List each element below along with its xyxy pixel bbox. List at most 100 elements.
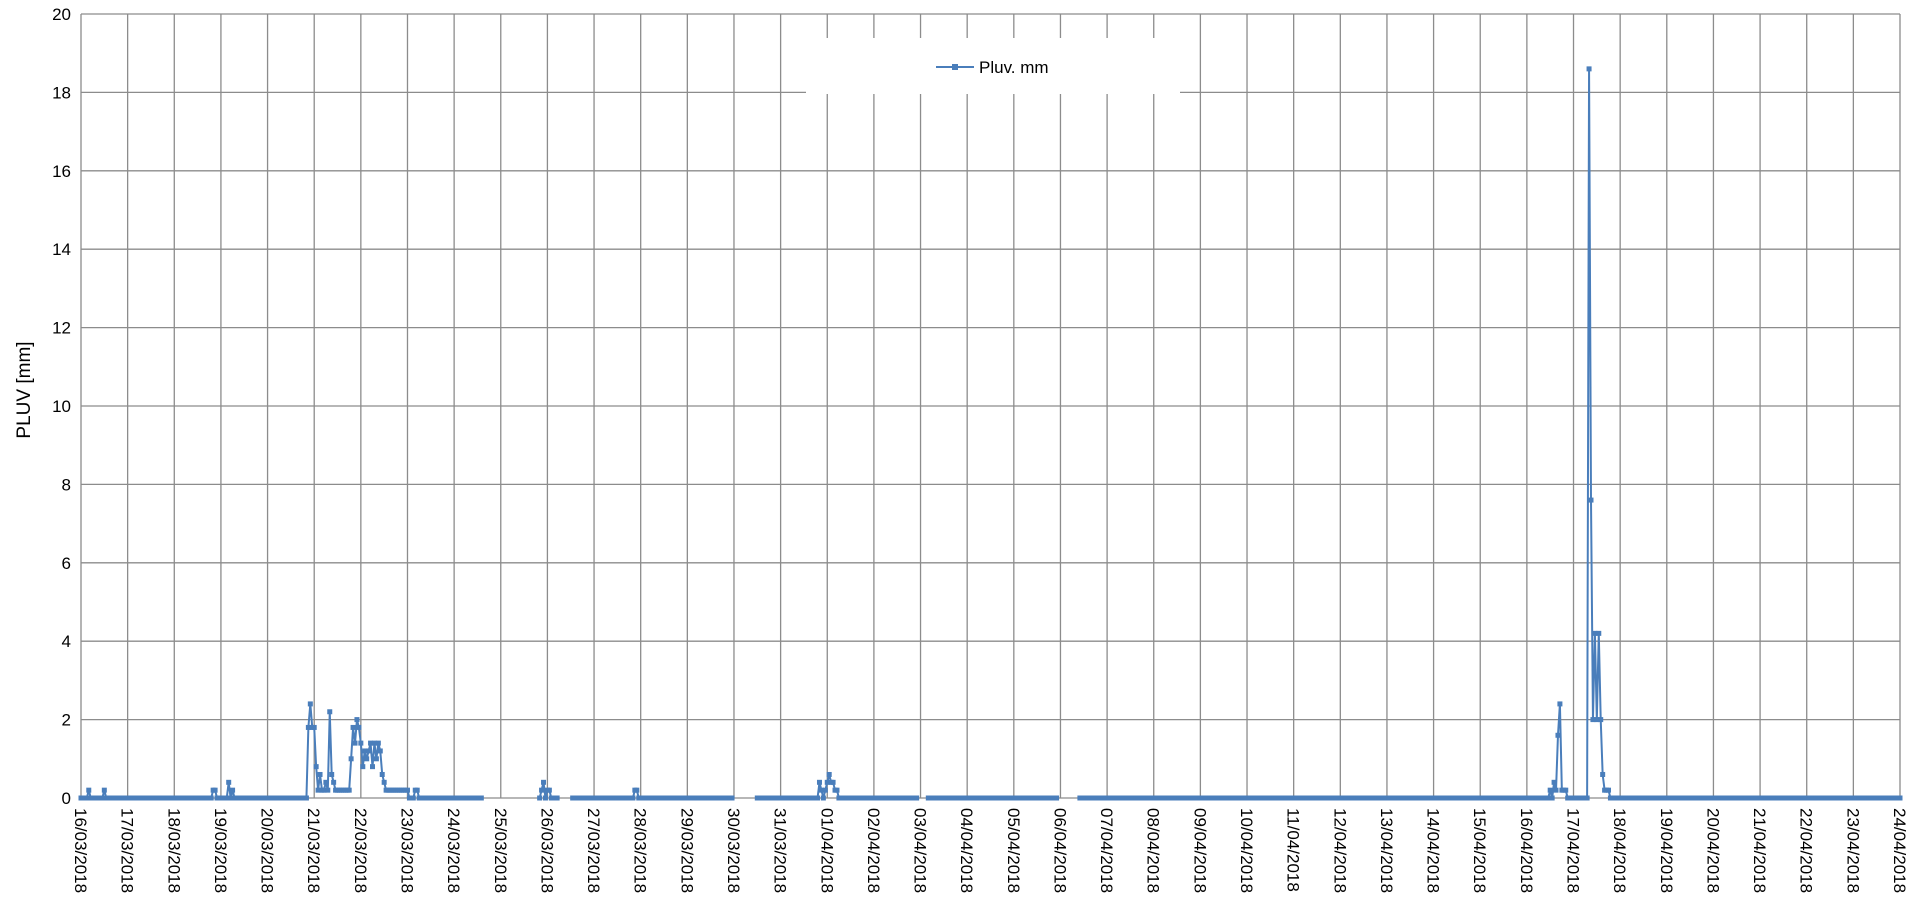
x-tick-22: 07/04/2018	[1097, 808, 1116, 893]
data-point-248	[630, 795, 636, 801]
data-point-331	[815, 795, 821, 801]
data-point-216	[554, 795, 560, 801]
y-tick-14: 14	[52, 240, 71, 259]
data-point-150	[370, 764, 376, 770]
x-tick-6: 22/03/2018	[351, 808, 370, 893]
data-point-341	[834, 787, 840, 793]
x-tick-0: 16/03/2018	[71, 808, 90, 893]
data-point-715	[1592, 630, 1598, 636]
x-tick-14: 30/03/2018	[724, 808, 743, 893]
data-point-153	[375, 740, 381, 746]
data-point-713	[1588, 497, 1594, 503]
data-point-77	[228, 795, 234, 801]
data-point-692	[1547, 787, 1553, 793]
series-pluv	[78, 66, 1903, 801]
y-tick-18: 18	[52, 83, 71, 102]
y-tick-6: 6	[62, 554, 71, 573]
data-point-250	[634, 787, 640, 793]
y-axis-tick-labels: 0 2 4 6 8 10 12 14 16 18 20	[52, 5, 71, 808]
x-tick-37: 22/04/2018	[1797, 808, 1816, 893]
data-point-335	[822, 787, 828, 793]
data-point-696	[1555, 732, 1561, 738]
data-point-716	[1594, 717, 1600, 723]
data-point-339	[830, 779, 836, 785]
x-tick-29: 14/04/2018	[1424, 808, 1443, 893]
data-point-118	[307, 701, 313, 707]
y-axis-label: PLUV [mm]	[14, 341, 35, 438]
data-point-149	[368, 740, 374, 746]
y-tick-16: 16	[52, 162, 71, 181]
data-point-168	[404, 787, 410, 793]
data-point-712	[1586, 66, 1592, 72]
data-point-872	[1897, 795, 1903, 801]
legend-box	[806, 38, 1180, 94]
data-point-717	[1596, 630, 1602, 636]
data-point-138	[346, 787, 352, 793]
x-tick-31: 16/04/2018	[1517, 808, 1536, 893]
x-tick-1: 17/03/2018	[118, 808, 137, 893]
data-point-125	[321, 787, 327, 793]
y-tick-4: 4	[62, 632, 71, 651]
data-point-173	[414, 787, 420, 793]
data-point-12	[101, 787, 107, 793]
x-tick-16: 01/04/2018	[817, 808, 836, 893]
y-tick-12: 12	[52, 319, 71, 338]
data-point-121	[313, 764, 319, 770]
data-point-711	[1584, 795, 1590, 801]
x-tick-20: 05/04/2018	[1004, 808, 1023, 893]
x-tick-10: 26/03/2018	[537, 808, 556, 893]
data-point-212	[546, 787, 552, 793]
x-tick-36: 21/04/2018	[1750, 808, 1769, 893]
data-point-155	[379, 771, 385, 777]
data-point-694	[1551, 779, 1557, 785]
data-point-719	[1600, 771, 1606, 777]
data-point-336	[824, 779, 830, 785]
x-tick-34: 19/04/2018	[1657, 808, 1676, 893]
data-point-382	[914, 795, 920, 801]
data-point-152	[373, 756, 379, 762]
x-tick-8: 24/03/2018	[444, 808, 463, 893]
data-point-697	[1557, 701, 1563, 707]
data-point-449	[1054, 795, 1060, 801]
data-point-337	[826, 771, 832, 777]
data-point-76	[226, 779, 232, 785]
legend-label: Pluv. mm	[979, 58, 1049, 77]
x-tick-35: 20/04/2018	[1703, 808, 1722, 893]
legend-marker-swatch	[952, 64, 958, 70]
data-point-151	[371, 740, 377, 746]
data-point-78	[230, 787, 236, 793]
x-tick-19: 04/04/2018	[957, 808, 976, 893]
y-tick-8: 8	[62, 475, 71, 494]
x-tick-4: 20/03/2018	[258, 808, 277, 893]
data-point-154	[377, 748, 383, 754]
data-point-4	[86, 787, 92, 793]
data-point-140	[350, 724, 356, 730]
data-point-122	[315, 787, 321, 793]
x-tick-13: 29/03/2018	[677, 808, 696, 893]
x-axis-tick-labels: 16/03/2018 17/03/2018 18/03/2018 19/03/2018…	[71, 808, 1909, 893]
data-point-714	[1590, 717, 1596, 723]
legend: Pluv. mm	[806, 38, 1180, 94]
data-point-695	[1553, 787, 1559, 793]
data-point-299	[729, 795, 735, 801]
data-point-722	[1605, 787, 1611, 793]
x-tick-15: 31/03/2018	[771, 808, 790, 893]
data-point-123	[317, 771, 323, 777]
x-tick-21: 06/04/2018	[1050, 808, 1069, 893]
data-point-69	[212, 787, 218, 793]
series-line-segment-5	[1079, 67, 1900, 799]
data-point-67	[208, 795, 214, 801]
data-point-332	[816, 779, 822, 785]
y-tick-20: 20	[52, 5, 71, 24]
data-point-120	[311, 724, 317, 730]
data-point-75	[224, 795, 230, 801]
y-tick-2: 2	[62, 711, 71, 730]
horizontal-gridlines	[81, 13, 1900, 799]
y-tick-10: 10	[52, 397, 71, 416]
x-tick-17: 02/04/2018	[864, 808, 883, 893]
data-point-333	[818, 787, 824, 793]
data-point-208	[539, 787, 545, 793]
x-tick-18: 03/04/2018	[911, 808, 930, 893]
data-point-126	[323, 779, 329, 785]
